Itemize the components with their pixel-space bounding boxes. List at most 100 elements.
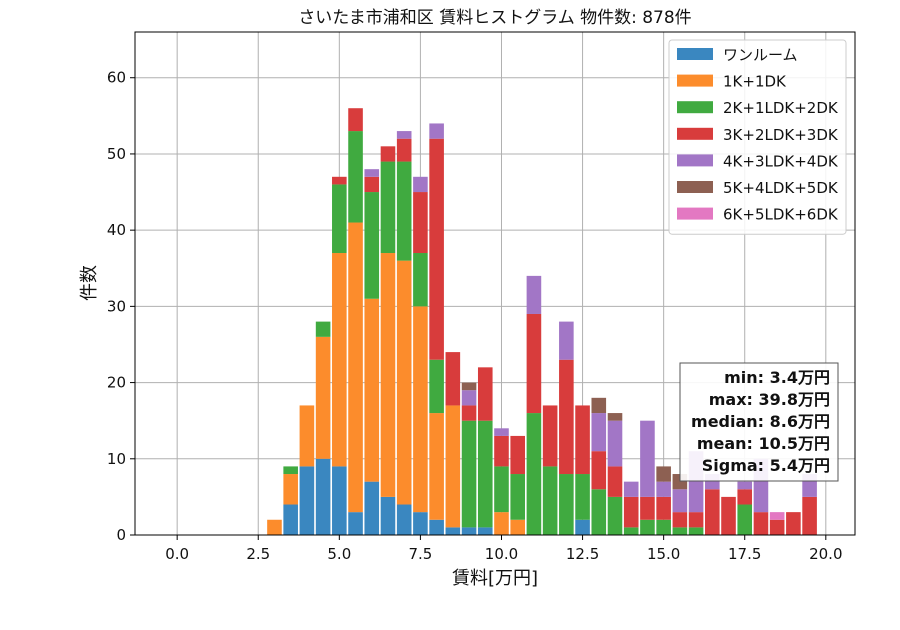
bar-segment: [494, 512, 509, 535]
bar-segment: [332, 176, 347, 185]
bar-segment: [429, 519, 444, 535]
bar-segment: [559, 474, 574, 535]
bar-segment: [575, 474, 590, 520]
bar-segment: [429, 123, 444, 139]
bar-segment: [364, 192, 380, 299]
bar-segment: [672, 489, 688, 513]
legend-entry: 6K+5LDK+6DK: [723, 206, 839, 224]
bar-segment: [413, 192, 428, 254]
bar-segment: [494, 428, 509, 436]
bar-segment: [721, 496, 736, 535]
bar-segment: [656, 496, 671, 520]
bar-segment: [413, 306, 428, 513]
y-axis-ticks: 0 10 20 30 40 50 60: [107, 69, 135, 544]
stats-line: Sigma: 5.4万円: [702, 456, 830, 475]
bar-segment: [510, 519, 525, 535]
plot-frame: [134, 31, 856, 536]
bar-segment: [705, 489, 720, 535]
bar-segment: [332, 184, 347, 254]
bar-segment: [396, 161, 412, 261]
legend-entry: 4K+3LDK+4DK: [723, 152, 839, 170]
y-tick-label: 50: [107, 145, 126, 163]
bar-segment: [299, 405, 315, 467]
bar-segment: [461, 382, 477, 391]
bar-segment: [656, 519, 671, 535]
bar-segment: [348, 512, 363, 535]
legend-entry: 3K+2LDK+3DK: [723, 126, 839, 144]
stats-box-frame: [679, 362, 839, 482]
bar-segment: [623, 496, 639, 528]
bar-segment: [461, 405, 477, 421]
legend-swatch: [677, 207, 713, 220]
x-tick-label: 5.0: [327, 545, 351, 563]
bar-segment: [315, 458, 331, 535]
bar-segment: [396, 138, 412, 162]
bar-segment: [542, 405, 558, 467]
bar-segment: [656, 466, 671, 482]
y-tick-label: 0: [116, 526, 126, 544]
bar-segment: [461, 527, 477, 535]
bar-segment: [364, 176, 380, 193]
bar-segment: [283, 474, 298, 505]
bar-segment: [461, 420, 477, 528]
bar-segment: [477, 420, 493, 528]
y-tick-label: 60: [107, 69, 126, 87]
bar-segment: [688, 512, 704, 528]
bar-segment: [494, 435, 509, 467]
bar-segment: [672, 512, 688, 528]
bar-segment: [364, 298, 380, 482]
bar-segment: [348, 108, 363, 132]
bar-segment: [559, 321, 574, 360]
bar-segment: [380, 496, 396, 535]
bar-segment: [364, 481, 380, 535]
bar-segment: [623, 527, 639, 535]
stats-box: min: 3.4万円 max: 39.8万円 median: 8.6万円 mean: …: [679, 362, 839, 482]
bar-segment: [396, 504, 412, 535]
bar-segment: [445, 405, 461, 528]
legend-swatch: [677, 48, 713, 60]
bar-segment: [396, 131, 412, 139]
bar-segment: [283, 466, 298, 475]
legend-entry: ワンルーム: [723, 46, 798, 64]
bar-segment: [591, 397, 607, 414]
bar-segment: [332, 253, 347, 467]
legend-box: [668, 39, 847, 235]
bar-segment: [445, 527, 461, 535]
bar-segment: [688, 527, 704, 535]
stats-line: mean: 10.5万円: [697, 434, 830, 453]
bar-segment: [575, 519, 590, 535]
x-tick-label: 7.5: [408, 545, 432, 563]
bar-segment: [607, 496, 623, 535]
bar-segment: [737, 481, 753, 490]
bar-segment: [429, 359, 444, 414]
x-tick-label: 20.0: [809, 545, 842, 563]
bar-segment: [672, 527, 688, 535]
bar-segment: [769, 512, 785, 520]
bar-segment: [737, 504, 753, 535]
y-axis-label: 件数: [79, 265, 100, 301]
bar-segment: [413, 512, 428, 535]
legend-entry: 1K+1DK: [723, 73, 787, 91]
bar-segment: [494, 466, 509, 513]
bar-segment: [510, 435, 525, 475]
stats-line: min: 3.4万円: [724, 368, 830, 387]
bar-segment: [380, 253, 396, 497]
bar-segment: [510, 474, 525, 520]
bar-segment: [348, 222, 363, 513]
legend-swatch: [677, 181, 713, 193]
bar-segment: [413, 253, 428, 307]
bar-segment: [623, 481, 639, 497]
bar-segment: [591, 489, 607, 535]
bar-segment: [769, 519, 785, 535]
bar-segment: [640, 519, 655, 535]
bar-segment: [348, 131, 363, 223]
x-tick-label: 2.5: [246, 545, 270, 563]
bar-segment: [607, 466, 623, 497]
bar-segment: [575, 405, 590, 475]
bar-segment: [477, 527, 493, 535]
legend-swatch: [677, 154, 713, 167]
bar-segment: [413, 176, 428, 193]
bar-segment: [315, 336, 331, 459]
bar-segment: [526, 313, 542, 414]
